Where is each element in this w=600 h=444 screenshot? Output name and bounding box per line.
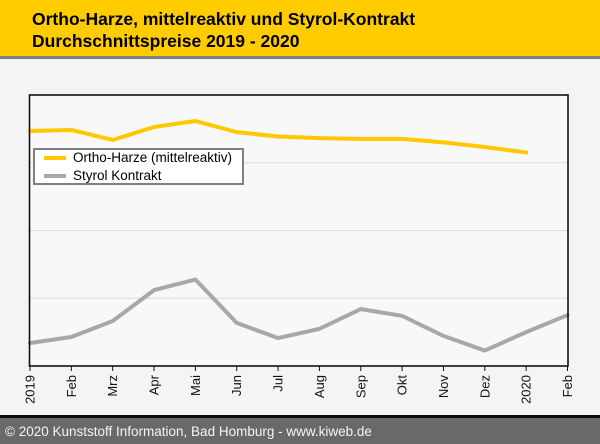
footer-bar: © 2020 Kunststoff Information, Bad Hombu… bbox=[0, 415, 600, 444]
legend-swatch-styrol-kontrakt bbox=[44, 173, 66, 178]
x-axis-label: Dez bbox=[477, 375, 492, 398]
legend-item-styrol-kontrakt: Styrol Kontrakt bbox=[44, 168, 242, 184]
x-axis-label: 2020 bbox=[519, 375, 534, 404]
x-axis-label: Feb bbox=[64, 375, 79, 397]
x-axis-label: Okt bbox=[395, 375, 410, 396]
x-axis-label: Jul bbox=[271, 375, 286, 392]
title-bar: Ortho-Harze, mittelreaktiv und Styrol-Ko… bbox=[0, 0, 600, 59]
x-axis-label: Aug bbox=[312, 375, 327, 398]
x-axis-label: Feb bbox=[560, 375, 575, 397]
x-axis-label: Sep bbox=[353, 375, 368, 398]
copyright-text: © 2020 Kunststoff Information, Bad Hombu… bbox=[5, 423, 372, 439]
x-axis-label: Mrz bbox=[105, 375, 120, 397]
x-axis-label: Mai bbox=[188, 375, 203, 396]
legend-label-ortho-harze: Ortho-Harze (mittelreaktiv) bbox=[73, 149, 233, 165]
title-line-2: Durchschnittspreise 2019 - 2020 bbox=[32, 31, 300, 51]
title-line-1: Ortho-Harze, mittelreaktiv und Styrol-Ko… bbox=[32, 9, 416, 29]
legend-item-ortho-harze: Ortho-Harze (mittelreaktiv) bbox=[44, 150, 242, 166]
legend: Ortho-Harze (mittelreaktiv) Styrol Kontr… bbox=[33, 148, 244, 185]
x-axis-label: Jun bbox=[229, 375, 244, 396]
legend-swatch-ortho-harze bbox=[44, 155, 66, 160]
legend-label-styrol-kontrakt: Styrol Kontrakt bbox=[73, 167, 162, 183]
x-axis-label: 2019 bbox=[23, 375, 38, 404]
x-axis-label: Apr bbox=[147, 374, 162, 395]
x-axis-label: Nov bbox=[436, 375, 451, 399]
